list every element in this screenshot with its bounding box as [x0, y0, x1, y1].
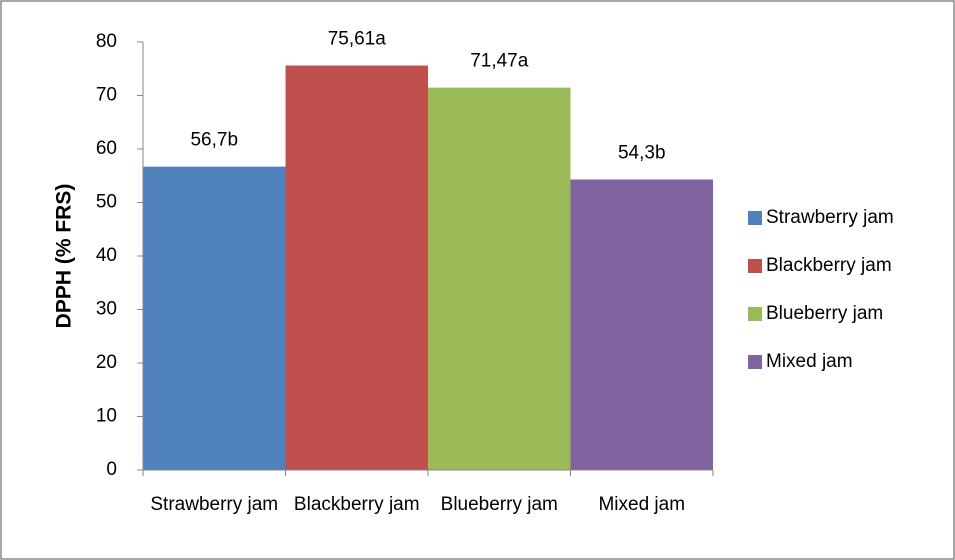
legend-swatch: [748, 211, 762, 225]
bar: [570, 179, 713, 470]
legend-swatch: [748, 355, 762, 369]
bar: [285, 65, 428, 470]
legend-label: Mixed jam: [766, 351, 853, 372]
y-tick-label: 20: [96, 352, 117, 373]
data-label: 54,3b: [618, 143, 666, 164]
y-tick-label: 0: [106, 459, 117, 480]
y-tick-label: 80: [96, 31, 117, 52]
y-tick-label: 50: [96, 192, 117, 213]
y-tick-label: 40: [96, 245, 117, 266]
legend-label: Blueberry jam: [766, 303, 883, 324]
y-tick-label: 70: [96, 85, 117, 106]
legend-swatch: [748, 307, 762, 321]
data-label: 56,7b: [190, 130, 238, 151]
legend-label: Blackberry jam: [766, 255, 892, 276]
legend-label: Strawberry jam: [766, 207, 894, 228]
y-tick-label: 30: [96, 299, 117, 320]
x-tick-label: Blackberry jam: [293, 494, 420, 515]
legend-swatch: [748, 259, 762, 273]
data-label: 71,47a: [470, 51, 529, 72]
x-tick-label: Blueberry jam: [440, 494, 558, 515]
y-axis-label: DPPH (% FRS): [53, 184, 76, 329]
bar: [428, 87, 571, 470]
y-tick-label: 60: [96, 138, 117, 159]
x-tick-label: Mixed jam: [598, 494, 686, 515]
x-tick-label: Strawberry jam: [150, 494, 279, 515]
bar: [143, 166, 286, 470]
y-tick-label: 10: [96, 406, 117, 427]
data-label: 75,61a: [328, 29, 387, 50]
